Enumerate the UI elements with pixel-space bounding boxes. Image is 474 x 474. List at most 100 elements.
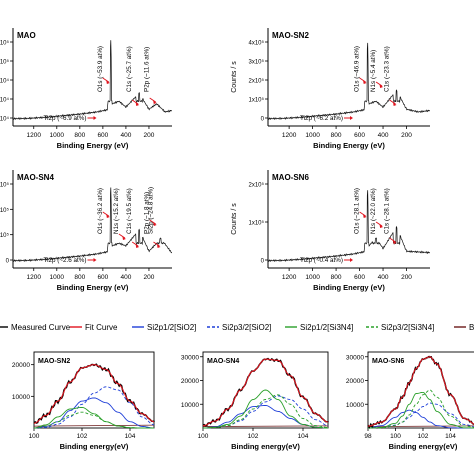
- peak-annotation: N1s (~15.2 at%): [113, 188, 120, 234]
- series-line-si3n4_12: [203, 389, 328, 429]
- y-axis-label: Counts / s: [231, 203, 238, 235]
- peak-annotation: Ti2p (~6.9 at%): [44, 115, 87, 122]
- peak-annotation: Ti2p (~0.4 at%): [300, 257, 343, 264]
- peak-arrow-head: [393, 102, 397, 106]
- x-tick-label: 600: [97, 274, 108, 281]
- peak-annotation: C1s (~23.3 at%): [384, 46, 391, 92]
- y-tick-label: 0: [261, 259, 265, 265]
- peak-arrow: [102, 211, 110, 217]
- legend-item: Si2p1/2[Si3N4]: [285, 323, 353, 332]
- peak-arrow-head: [350, 116, 353, 120]
- series-line-sio2_12: [34, 397, 154, 429]
- x-tick-label: 600: [354, 274, 365, 281]
- high-resolution-spectra: MAO-SN2 10000 20000 100 102 104 Binding energy…: [12, 351, 474, 451]
- panel-title: MAO-SN2: [38, 358, 70, 365]
- peak-annotation: Ti2p (~6.2 at%): [300, 115, 343, 122]
- series-line-fit: [202, 358, 329, 427]
- y-tick-label: 20000: [12, 362, 30, 369]
- peak-annotation: N1s (~22.0 at%): [370, 188, 377, 234]
- legend-label: Fit Curve: [85, 323, 118, 332]
- series-line-fit: [367, 356, 474, 427]
- peak-annotation: C1s (~25.7 at%): [126, 46, 133, 92]
- panel-title: MAO-SN4: [207, 358, 239, 365]
- peak-annotation: N1s (~5.4 at%): [370, 50, 377, 92]
- peak-annotation: O1s (~46.9 at%): [354, 46, 361, 92]
- si2p-panel: MAO-SN6 10000 20000 30000 98 100 102 104 Binding…: [346, 351, 474, 451]
- x-tick-label: 400: [378, 274, 389, 281]
- survey-spectrum-line: [12, 40, 172, 121]
- series-line-si3n4_32: [368, 389, 474, 429]
- peak-annotation: C1s (~28.1 at%): [384, 188, 391, 234]
- peak-arrow: [375, 81, 383, 87]
- legend-item: Si2p3/2[Si3N4]: [366, 323, 434, 332]
- y-tick-label: 10000: [12, 394, 30, 401]
- legend-item: Measured Curve: [0, 323, 71, 332]
- y-tick-label: 3x10⁵: [0, 182, 10, 189]
- survey-panel: MAO-SN2 4x10⁵ 3x10⁵ 2x10⁵ 1x10⁵ 0 Counts / s 12…: [231, 28, 430, 150]
- peak-annotation: Ti2p (~2.6 at%): [44, 257, 87, 264]
- y-tick-label: 3x10⁵: [249, 59, 265, 66]
- series-line-sio2_12: [203, 404, 328, 429]
- survey-panel: MAO 2x10⁵ 1x10⁵ 5x10⁴ 4x10⁴ 3x10⁴ 1200 1000 800 6…: [0, 28, 172, 150]
- y-tick-label: 30000: [346, 354, 364, 361]
- x-tick-label: 400: [120, 274, 131, 281]
- x-axis-label: Binding energy(eV): [231, 442, 300, 451]
- peak-arrow-head: [106, 214, 110, 218]
- peak-arrow: [359, 77, 366, 83]
- x-tick-label: 1000: [50, 132, 65, 139]
- y-tick-label: 4x10⁴: [0, 97, 9, 104]
- peak-arrow: [375, 221, 383, 227]
- x-tick-label: 1200: [27, 274, 42, 281]
- x-tick-label: 104: [125, 433, 136, 440]
- legend-item: Ba: [454, 323, 474, 332]
- series-line-measured: [33, 363, 155, 424]
- y-tick-label: 20000: [181, 378, 199, 385]
- peak-annotation: O1s (~53.9 at%): [97, 46, 104, 92]
- series-line-sio2_32: [34, 386, 155, 429]
- peak-arrow-head: [93, 258, 97, 262]
- x-tick-label: 200: [144, 132, 155, 139]
- x-tick-label: 600: [97, 132, 108, 139]
- plot-frame: [202, 351, 329, 429]
- fit-legend: Measured Curve Fit Curve Si2p1/2[SiO2] Si2p…: [0, 323, 474, 332]
- x-tick-label: 100: [390, 433, 401, 440]
- peak-arrow: [149, 97, 156, 103]
- peak-arrow-head: [153, 100, 157, 104]
- peak-arrow: [149, 219, 156, 225]
- y-tick-label: 1x10⁵: [249, 220, 265, 227]
- x-tick-label: 104: [445, 433, 456, 440]
- x-tick-label: 100: [29, 433, 40, 440]
- x-tick-label: 800: [331, 274, 342, 281]
- peak-arrow-head: [122, 236, 126, 240]
- x-tick-label: 400: [378, 132, 389, 139]
- panel-title: MAO-SN6: [372, 358, 404, 365]
- x-tick-label: 200: [144, 274, 155, 281]
- peak-annotation: O1s (~36.2 at%): [97, 188, 104, 234]
- series-line-si3n4_32: [203, 394, 328, 429]
- y-tick-label: 20000: [346, 378, 364, 385]
- x-tick-label: 1000: [305, 274, 320, 281]
- survey-panel: MAO-SN4 3x10⁵ 2x10⁵ 1x10⁵ 0 1200 1000 800 600 400…: [0, 170, 172, 292]
- survey-spectrum-line: [267, 190, 430, 263]
- series-line-sio2_12: [367, 409, 474, 429]
- x-tick-label: 102: [418, 433, 429, 440]
- x-axis-label: Binding energy(eV): [389, 442, 458, 451]
- x-tick-label: 800: [331, 132, 342, 139]
- x-tick-label: 1000: [305, 132, 320, 139]
- legend-item: Si2p1/2[SiO2]: [132, 323, 196, 332]
- background-line: [33, 424, 155, 427]
- survey-spectra: MAO 2x10⁵ 1x10⁵ 5x10⁴ 4x10⁴ 3x10⁴ 1200 1000 800 6…: [0, 28, 430, 292]
- x-tick-label: 200: [401, 132, 412, 139]
- survey-spectrum-line: [12, 187, 172, 263]
- x-tick-label: 200: [401, 274, 412, 281]
- series-line-fit: [33, 364, 155, 424]
- y-tick-label: 3x10⁴: [0, 116, 9, 123]
- peak-arrow-head: [379, 224, 384, 228]
- peak-arrow: [131, 241, 139, 247]
- x-tick-label: 1200: [282, 132, 297, 139]
- peak-annotation: C1s (~19.5 at%): [126, 188, 133, 234]
- x-tick-label: 800: [74, 274, 85, 281]
- x-tick-label: 1000: [50, 274, 65, 281]
- x-tick-label: 600: [354, 132, 365, 139]
